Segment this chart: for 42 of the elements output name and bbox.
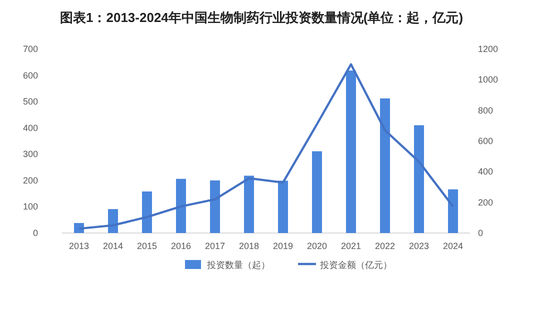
y-tick-label: 700: [22, 44, 38, 54]
x-tick-label: 2016: [170, 241, 192, 251]
y2-tick-label: 400: [478, 166, 494, 177]
y-tick-label: 200: [22, 175, 38, 186]
bar: [414, 125, 424, 233]
x-tick-label: 2023: [408, 241, 430, 251]
line-series: [78, 63, 454, 230]
y-tick-label: 400: [22, 122, 38, 133]
y-tick-label: 500: [22, 96, 38, 107]
x-tick-label: 2015: [136, 241, 158, 251]
bar: [312, 151, 322, 233]
bar: [142, 191, 152, 233]
y2-tick-label: 600: [478, 136, 494, 146]
x-tick-label: 2020: [306, 241, 328, 251]
legend-label: 投资数量（起）: [206, 260, 270, 270]
y2-tick-label: 800: [478, 105, 494, 116]
bar: [210, 180, 220, 233]
y-tick-label: 0: [32, 228, 38, 238]
x-tick-label: 2018: [238, 241, 260, 251]
bar: [176, 178, 186, 233]
bar: [380, 98, 390, 233]
x-tick-label: 2024: [442, 241, 464, 251]
x-tick-label: 2021: [340, 241, 362, 251]
x-tick-label: 2017: [204, 241, 226, 251]
bar: [278, 180, 288, 233]
legend-label: 投资金额（亿元）: [319, 260, 392, 270]
bar: [244, 176, 254, 233]
x-tick-label: 2022: [374, 241, 396, 251]
x-tick-label: 2014: [102, 241, 124, 251]
y-tick-label: 600: [22, 70, 38, 80]
y2-tick-label: 0: [478, 228, 484, 238]
bar: [346, 70, 356, 233]
x-tick-label: 2013: [68, 241, 90, 251]
y2-tick-label: 1000: [478, 74, 498, 85]
bar: [448, 189, 458, 233]
chart-title: 图表1：2013-2024年中国生物制药行业投资数量情况(单位：起，亿元): [60, 10, 464, 25]
x-tick-label: 2019: [272, 241, 294, 251]
y2-tick-label: 200: [478, 197, 494, 208]
y-tick-label: 100: [22, 202, 38, 212]
y2-tick-label: 1200: [478, 44, 498, 54]
bar: [108, 209, 118, 233]
y-tick-label: 300: [22, 149, 38, 160]
